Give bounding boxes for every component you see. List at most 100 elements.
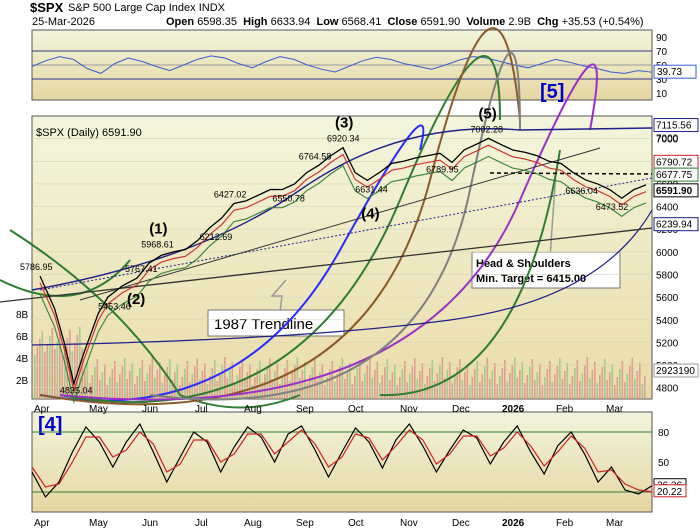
price-label: 7002.28 xyxy=(470,124,503,134)
wave-label: (5) xyxy=(478,105,496,122)
volume-bar xyxy=(366,365,369,399)
price-legend: $SPX (Daily) 6591.90 xyxy=(36,127,142,139)
volume-bar xyxy=(356,368,359,399)
volume-bar xyxy=(541,385,544,399)
volume-bar xyxy=(231,362,234,399)
volume-bar xyxy=(201,371,204,399)
volume-bar xyxy=(416,379,419,399)
volume-bar xyxy=(131,363,134,399)
price-y-tick: 4800 xyxy=(656,384,679,395)
wave-label: (3) xyxy=(335,115,353,132)
right-axis-box xyxy=(653,167,699,182)
volume-bar xyxy=(114,361,116,399)
volume-bar xyxy=(116,382,119,399)
volume-bar xyxy=(371,378,374,399)
volume-bar xyxy=(81,348,84,399)
volume-y-tick: 8B xyxy=(16,310,29,321)
volume-bar xyxy=(441,357,444,399)
volume-bar xyxy=(141,360,144,399)
volume-bar xyxy=(589,378,591,399)
volume-bar xyxy=(554,374,556,399)
volume-bar xyxy=(301,370,304,399)
volume-bar xyxy=(219,373,221,399)
volume-bar xyxy=(491,371,494,399)
price-x-tick: Jul xyxy=(195,404,208,415)
close-label: Close xyxy=(387,16,418,28)
volume-bar xyxy=(79,327,81,399)
volume-bar xyxy=(511,365,514,399)
price-label: 5968.61 xyxy=(141,239,174,249)
volume-bar xyxy=(96,359,99,399)
volume-bar xyxy=(106,385,109,399)
volume-bar xyxy=(179,385,181,399)
volume-bar xyxy=(601,367,604,399)
cycle-arc xyxy=(9,229,301,409)
volume-bar xyxy=(221,365,224,399)
volume-bar xyxy=(99,380,101,399)
right-axis-box xyxy=(653,217,699,232)
volume-bar xyxy=(374,370,376,399)
volume-bar xyxy=(359,360,361,399)
volume-bar xyxy=(429,368,431,399)
volume-bar xyxy=(339,366,341,399)
volume-bar xyxy=(279,384,281,399)
volume-bar xyxy=(239,367,241,399)
volume-bar xyxy=(306,383,309,399)
lower-x-tick: May xyxy=(89,518,108,529)
volume-bar xyxy=(514,357,516,399)
lower-indicator-panel xyxy=(31,411,653,513)
price-x-tick: Aug xyxy=(244,404,262,415)
high-value: 6633.94 xyxy=(270,16,311,28)
price-y-tick: 6400 xyxy=(656,203,679,214)
symbol-title: $SPX xyxy=(30,0,64,15)
volume-bar xyxy=(341,358,344,399)
volume-bar xyxy=(296,357,299,399)
lower-x-tick: Jul xyxy=(195,518,208,529)
volume-bar xyxy=(91,375,94,399)
volume-bar xyxy=(389,380,391,399)
volume-bar xyxy=(396,385,399,399)
volume-bar xyxy=(346,371,349,399)
volume-bar xyxy=(444,378,446,399)
volume-bar xyxy=(234,383,236,399)
volume-bar xyxy=(129,371,131,399)
price-label: 5453.46 xyxy=(98,302,131,312)
right-axis-label: 6591.90 xyxy=(656,186,693,197)
volume-bar xyxy=(611,364,614,399)
cycle-arc xyxy=(379,149,561,397)
price-y-tick: 5800 xyxy=(656,270,679,281)
low-label: Low xyxy=(316,16,339,28)
low-value: 6568.41 xyxy=(341,16,382,28)
ohlc-readout: Open 6598.35 High 6633.94 Low 6568.41 Cl… xyxy=(166,16,644,28)
upper-y-tick: 10 xyxy=(656,89,668,100)
volume-bar xyxy=(166,367,169,399)
volume-bar xyxy=(124,358,126,399)
lower-x-tick: Sep xyxy=(296,518,314,529)
lower-y-tick: 80 xyxy=(658,428,670,439)
volume-bar xyxy=(621,361,624,399)
volume-bar xyxy=(596,383,599,399)
volume-bar xyxy=(324,385,326,399)
price-x-tick: Apr xyxy=(34,404,50,415)
volume-bar xyxy=(176,364,179,399)
volume-bar xyxy=(439,365,441,399)
volume-y-tick: 6B xyxy=(16,332,29,343)
volume-bar xyxy=(51,328,54,399)
volume-bar xyxy=(164,375,166,399)
volume-bar xyxy=(529,367,531,399)
volume-bar xyxy=(236,375,239,399)
volume-y-tick: 2B xyxy=(16,376,29,387)
volume-bar xyxy=(519,370,521,399)
volume-bar xyxy=(409,374,411,399)
price-y-tick: 5600 xyxy=(656,293,679,304)
volume-value: 2.9B xyxy=(508,16,531,28)
volume-bar xyxy=(121,366,124,399)
lower-last-value: 20.22 xyxy=(657,487,682,498)
volume-bar xyxy=(474,369,476,399)
volume-bar xyxy=(634,379,636,399)
volume-bar xyxy=(291,373,294,399)
price-x-tick: Mar xyxy=(606,404,624,415)
volume-label: Volume xyxy=(466,16,506,28)
volume-bar xyxy=(606,380,609,399)
exchange-name: INDX xyxy=(198,2,225,14)
